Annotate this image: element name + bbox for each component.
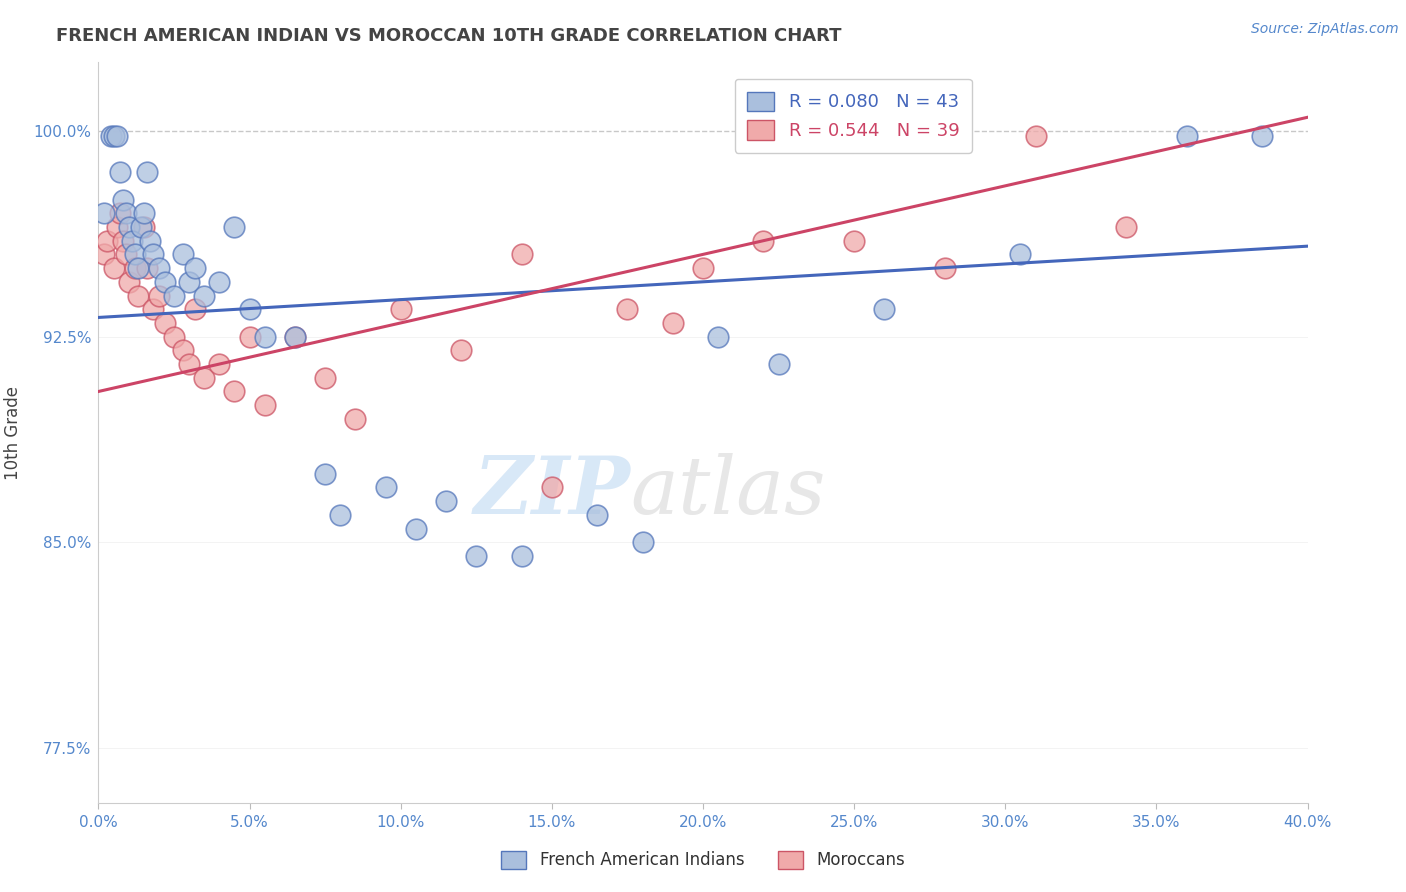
Point bbox=[132, 206, 155, 220]
Point bbox=[1024, 129, 1046, 144]
Point bbox=[153, 275, 176, 289]
Point bbox=[284, 329, 307, 343]
Point bbox=[253, 398, 276, 412]
Legend: French American Indians, Moroccans: French American Indians, Moroccans bbox=[495, 844, 911, 876]
Point bbox=[127, 288, 149, 302]
Point bbox=[127, 261, 149, 276]
Point bbox=[389, 302, 412, 317]
Point bbox=[163, 288, 186, 302]
Point bbox=[616, 302, 638, 317]
Text: FRENCH AMERICAN INDIAN VS MOROCCAN 10TH GRADE CORRELATION CHART: FRENCH AMERICAN INDIAN VS MOROCCAN 10TH … bbox=[56, 27, 842, 45]
Point bbox=[844, 234, 866, 248]
Point bbox=[284, 329, 307, 343]
Point bbox=[193, 288, 215, 302]
Point bbox=[105, 219, 128, 234]
Point bbox=[108, 206, 131, 220]
Point bbox=[224, 384, 246, 399]
Point bbox=[142, 302, 165, 317]
Point bbox=[752, 234, 775, 248]
Point bbox=[142, 247, 165, 261]
Text: ZIP: ZIP bbox=[474, 453, 630, 531]
Point bbox=[707, 329, 730, 343]
Point bbox=[193, 371, 215, 385]
Point bbox=[1175, 129, 1198, 144]
Point bbox=[239, 329, 262, 343]
Point bbox=[1010, 247, 1032, 261]
Point bbox=[253, 329, 276, 343]
Point bbox=[873, 302, 896, 317]
Point bbox=[129, 219, 152, 234]
Point bbox=[586, 508, 609, 522]
Point bbox=[434, 494, 457, 508]
Point bbox=[1115, 219, 1137, 234]
Point bbox=[153, 316, 176, 330]
Point bbox=[172, 343, 194, 358]
Text: Source: ZipAtlas.com: Source: ZipAtlas.com bbox=[1251, 22, 1399, 37]
Point bbox=[631, 535, 654, 549]
Text: atlas: atlas bbox=[630, 453, 825, 531]
Point bbox=[510, 549, 533, 563]
Point bbox=[405, 522, 427, 536]
Point bbox=[135, 165, 157, 179]
Point bbox=[118, 219, 141, 234]
Point bbox=[208, 357, 231, 371]
Point bbox=[111, 234, 134, 248]
Point bbox=[100, 129, 122, 144]
Point bbox=[172, 247, 194, 261]
Point bbox=[124, 247, 146, 261]
Point bbox=[118, 275, 141, 289]
Point bbox=[768, 357, 790, 371]
Point bbox=[114, 247, 136, 261]
Point bbox=[934, 261, 956, 276]
Point bbox=[374, 480, 396, 494]
Point bbox=[93, 247, 115, 261]
Point bbox=[135, 261, 157, 276]
Point bbox=[105, 129, 128, 144]
Point bbox=[184, 261, 207, 276]
Point bbox=[132, 219, 155, 234]
Point bbox=[163, 329, 186, 343]
Point bbox=[510, 247, 533, 261]
Point bbox=[148, 261, 170, 276]
Point bbox=[108, 165, 131, 179]
Y-axis label: 10th Grade: 10th Grade bbox=[4, 385, 22, 480]
Point bbox=[450, 343, 472, 358]
Point bbox=[314, 371, 336, 385]
Point bbox=[239, 302, 262, 317]
Point bbox=[179, 275, 201, 289]
Point bbox=[661, 316, 683, 330]
Point bbox=[1251, 129, 1274, 144]
Point bbox=[329, 508, 352, 522]
Point bbox=[184, 302, 207, 317]
Point bbox=[139, 234, 162, 248]
Point bbox=[114, 206, 136, 220]
Point bbox=[224, 219, 246, 234]
Point bbox=[344, 412, 367, 426]
Point bbox=[124, 261, 146, 276]
Point bbox=[148, 288, 170, 302]
Point bbox=[465, 549, 488, 563]
Point bbox=[540, 480, 562, 494]
Point bbox=[121, 234, 143, 248]
Point bbox=[314, 467, 336, 481]
Point bbox=[103, 129, 125, 144]
Point bbox=[692, 261, 714, 276]
Point bbox=[96, 234, 118, 248]
Point bbox=[111, 193, 134, 207]
Point bbox=[103, 261, 125, 276]
Point bbox=[93, 206, 115, 220]
Point bbox=[179, 357, 201, 371]
Point bbox=[208, 275, 231, 289]
